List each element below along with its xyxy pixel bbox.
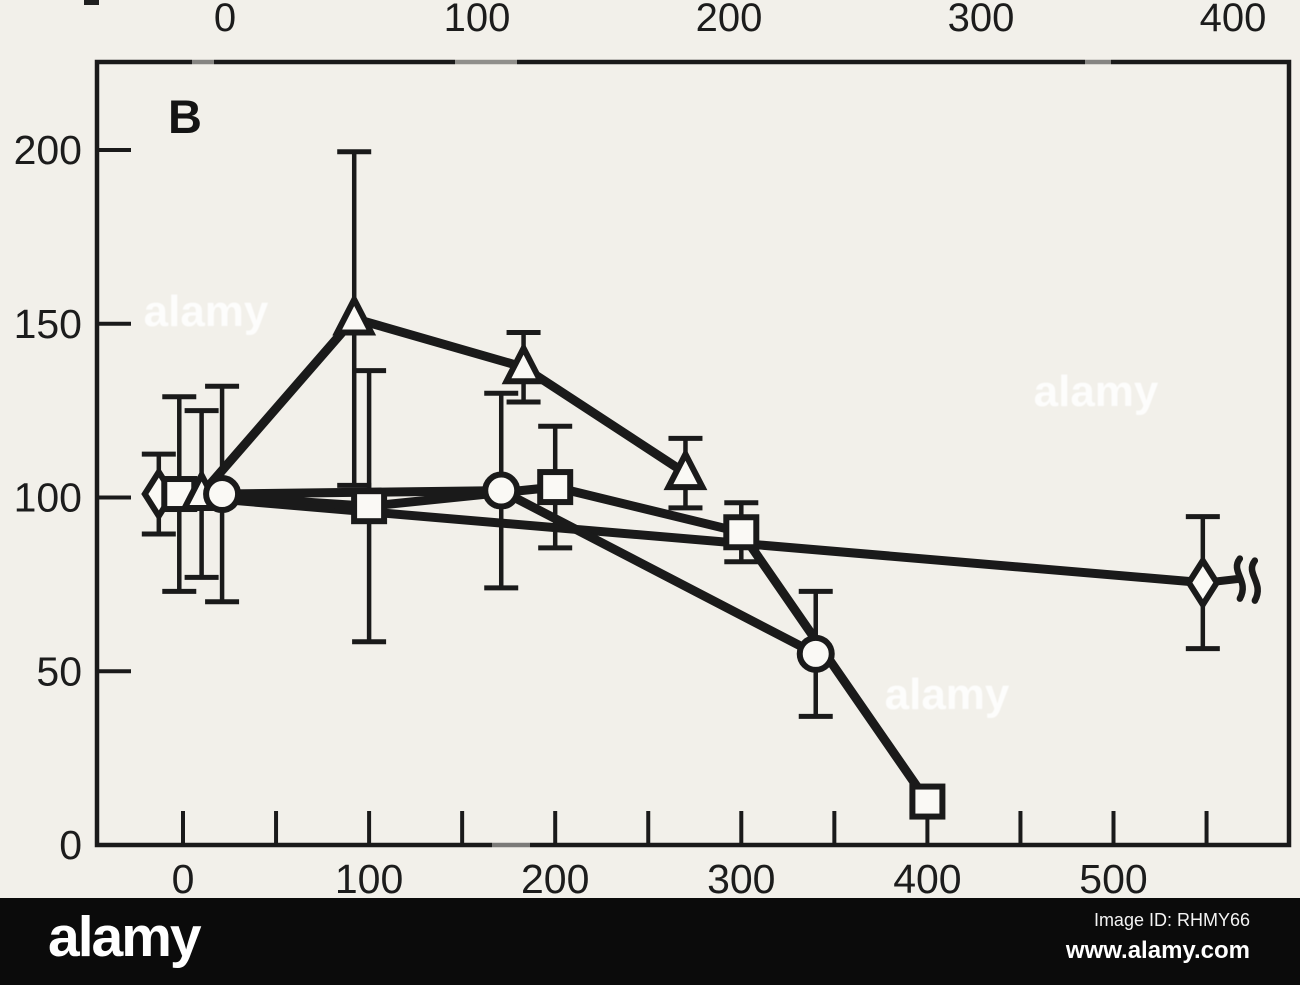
- diamond-series-line: [158, 489, 1204, 588]
- scan-fade-artifact: [492, 840, 530, 850]
- alamy-meta: Image ID: RHMY66 www.alamy.com: [1066, 910, 1250, 965]
- y-axis-tick-label: 100: [14, 475, 82, 521]
- triangle-series-line: [198, 313, 688, 497]
- x-axis-bottom-tick-label: 100: [335, 856, 403, 902]
- x-axis-top-tick-label: 100: [444, 0, 511, 40]
- axis-break-squiggle: [1233, 555, 1246, 602]
- x-axis-top-tick-label: 200: [696, 0, 763, 40]
- circle-marker: [482, 471, 521, 510]
- diamond-marker: [1185, 555, 1221, 611]
- scan-fade-artifact: [1085, 58, 1111, 68]
- alamy-bar: alamy Image ID: RHMY66 www.alamy.com: [0, 898, 1300, 985]
- panel-label: B: [168, 90, 202, 143]
- y-axis-tick-label: 200: [14, 127, 82, 173]
- x-axis-bottom-tick-label: 200: [521, 856, 589, 902]
- alamy-url-text: www.alamy.com: [1065, 937, 1250, 964]
- plot-frame: [94, 59, 1292, 848]
- alamy-logo: alamy: [48, 905, 202, 969]
- triangle-marker: [332, 292, 377, 336]
- triangle-marker: [663, 447, 708, 491]
- y-axis-tick-label: 150: [14, 301, 82, 347]
- scan-fade-artifact: [455, 58, 517, 68]
- y-axis-tick-label: 50: [36, 648, 82, 694]
- x-axis-bottom-tick-label: 0: [172, 856, 195, 902]
- square-marker: [909, 783, 946, 820]
- circle-marker: [796, 634, 835, 673]
- y-axis-tick-label: 0: [59, 822, 82, 868]
- x-axis-bottom-tick-label: 500: [1079, 856, 1147, 902]
- square-marker: [723, 514, 760, 551]
- x-axis-bottom-tick-label: 300: [707, 856, 775, 902]
- x-axis-top-tick-label: 0: [214, 0, 236, 40]
- square-marker: [351, 488, 388, 525]
- x-axis-top-tick-label: 300: [948, 0, 1015, 40]
- axis-break-squiggle: [1248, 557, 1261, 604]
- x-axis-top-tick-label: 400: [1200, 0, 1267, 40]
- image-id-text: Image ID: RHMY66: [1093, 910, 1250, 930]
- square-marker: [537, 469, 574, 506]
- triangle-marker: [501, 341, 546, 385]
- scan-fade-artifact: [192, 58, 214, 67]
- circle-marker: [203, 475, 242, 514]
- x-axis-bottom-tick-label: 400: [893, 856, 961, 902]
- scan-artifact-topleft: [84, 0, 99, 5]
